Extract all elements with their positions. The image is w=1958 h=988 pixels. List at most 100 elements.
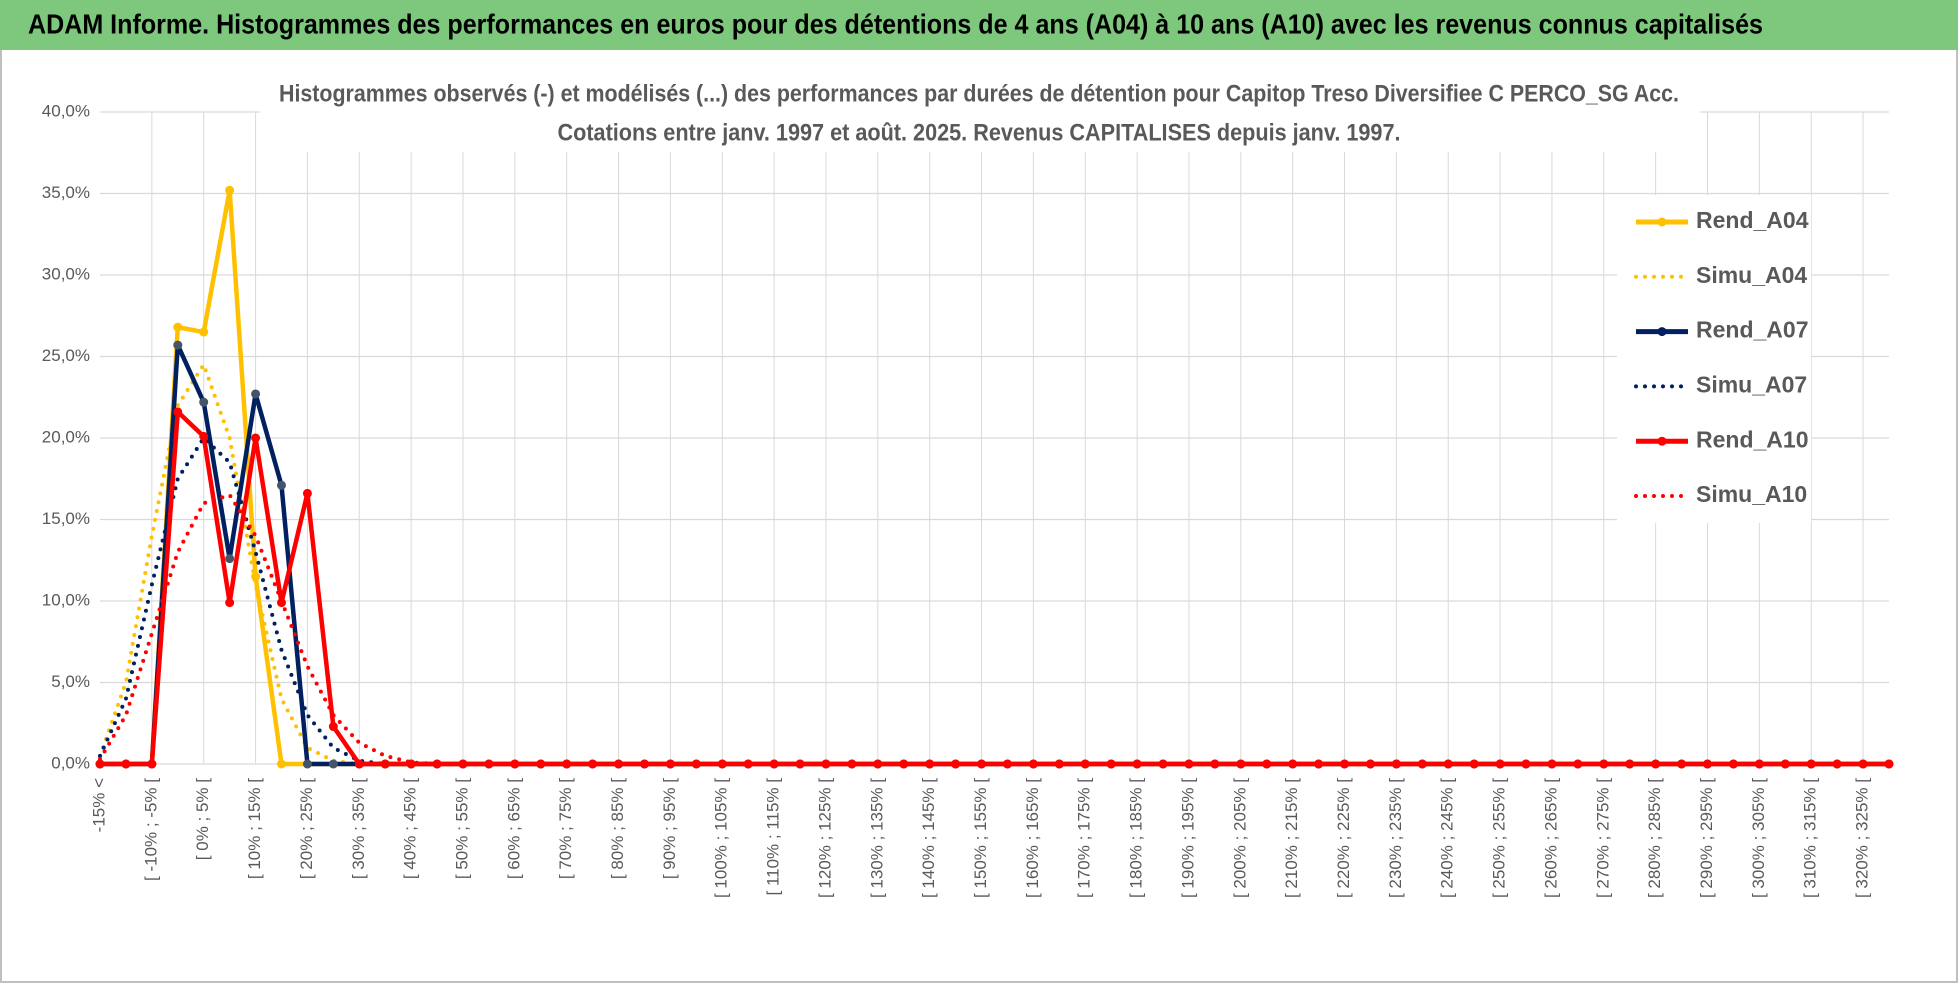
series-marker (769, 759, 779, 769)
series-marker (1651, 759, 1661, 769)
x-tick-label: [ 320% ; 325% [ (1853, 778, 1872, 898)
series-marker (199, 327, 209, 337)
series-marker (847, 759, 857, 769)
series-marker (1728, 759, 1738, 769)
series-marker (225, 185, 235, 195)
series-marker (1236, 759, 1246, 769)
x-tick-label: [ 220% ; 225% [ (1334, 778, 1353, 898)
series-marker (173, 340, 183, 350)
x-tick-label: [ 110% ; 115% [ (764, 778, 783, 896)
x-tick-label: [ 90% ; 95% [ (660, 778, 679, 879)
y-tick-label: 25,0% (42, 346, 90, 365)
legend: Rend_A04 Simu_A04 Rend_A07 Simu_A07 Rend_A10… (1617, 195, 1811, 523)
series-marker (432, 759, 442, 769)
y-tick-label: 40,0% (42, 101, 90, 120)
legend-marker (1657, 436, 1667, 446)
legend-marker (1657, 217, 1667, 227)
banner (0, 0, 1958, 50)
series-marker (1443, 759, 1453, 769)
series-marker (251, 389, 261, 399)
legend-label: Rend_A07 (1696, 317, 1808, 343)
series-marker (1262, 759, 1272, 769)
legend-label: Simu_A10 (1696, 481, 1807, 507)
y-tick-label: 15,0% (42, 509, 90, 528)
legend-label: Simu_A04 (1696, 262, 1807, 288)
series-marker (199, 431, 209, 441)
x-tick-label: [ 30% ; 35% [ (349, 778, 368, 879)
x-tick-label: [ 260% ; 265% [ (1541, 778, 1560, 898)
series-marker (1417, 759, 1427, 769)
y-tick-label: 0,0% (51, 753, 90, 772)
chart-subtitle: Cotations entre janv. 1997 et août. 2025… (558, 119, 1401, 146)
x-tick-label: [ 190% ; 195% [ (1178, 778, 1197, 898)
series-marker (1884, 759, 1894, 769)
x-tick-label: [ 210% ; 215% [ (1282, 778, 1301, 898)
x-tick-label: [ 280% ; 285% [ (1645, 778, 1664, 898)
title-bg (260, 78, 1700, 152)
series-marker (873, 759, 883, 769)
x-tick-label: [ 50% ; 55% [ (452, 778, 471, 879)
series-marker (354, 759, 364, 769)
x-tick-label: [ 150% ; 155% [ (971, 778, 990, 898)
series-line (98, 493, 1891, 766)
series-marker (276, 759, 286, 769)
series-marker (1002, 759, 1012, 769)
series-marker (276, 480, 286, 490)
legend-label: Simu_A07 (1696, 371, 1807, 397)
chart-title: Histogrammes observés (-) et modélisés (… (279, 80, 1679, 107)
y-tick-label: 5,0% (51, 672, 90, 691)
series-marker (147, 759, 157, 769)
series-marker (1288, 759, 1298, 769)
series-marker (795, 759, 805, 769)
x-tick-label: [ 290% ; 295% [ (1697, 778, 1716, 898)
banner-title: ADAM Informe. Histogrammes des performan… (28, 8, 1763, 39)
x-tick-label: [ 170% ; 175% [ (1075, 778, 1094, 898)
series-marker (1495, 759, 1505, 769)
series-marker (1054, 759, 1064, 769)
y-tick-label: 20,0% (42, 427, 90, 446)
series-marker (225, 554, 235, 564)
x-tick-label: [ 10% ; 15% [ (245, 778, 264, 879)
x-tick-label: [ 70% ; 75% [ (556, 778, 575, 879)
x-tick-label: [ 240% ; 245% [ (1438, 778, 1457, 898)
y-tick-label: 30,0% (42, 264, 90, 283)
series-marker (328, 722, 338, 732)
x-tick-label: [ 140% ; 145% [ (919, 778, 938, 898)
x-tick-label: [ 100% ; 105% [ (712, 778, 731, 898)
series-marker (1469, 759, 1479, 769)
series-marker (639, 759, 649, 769)
series-marker (588, 759, 598, 769)
x-tick-label: [ 200% ; 205% [ (1230, 778, 1249, 898)
series-marker (302, 759, 312, 769)
legend-bg (1617, 195, 1811, 523)
legend-label: Rend_A10 (1696, 426, 1808, 452)
x-tick-label: [ 20% ; 25% [ (297, 778, 316, 879)
x-tick-label: [ 160% ; 165% [ (1023, 778, 1042, 898)
x-tick-label: [ 40% ; 45% [ (401, 778, 420, 879)
series-marker (173, 407, 183, 417)
x-tick-label: [ 130% ; 135% [ (867, 778, 886, 898)
x-tick-label: [ 250% ; 255% [ (1490, 778, 1509, 898)
x-tick-label: [ 230% ; 235% [ (1386, 778, 1405, 898)
legend-marker (1657, 327, 1667, 337)
series-marker (328, 759, 338, 769)
x-tick-label: [ 60% ; 65% [ (504, 778, 523, 879)
x-tick-label: [ 0% ; 5% [ (193, 778, 212, 860)
series-marker (1703, 759, 1713, 769)
series-marker (1521, 759, 1531, 769)
series-marker (1210, 759, 1220, 769)
series-marker (1677, 759, 1687, 769)
series-marker (1625, 759, 1635, 769)
x-tick-label: -15% < (89, 778, 108, 832)
x-tick-label: [ 300% ; 305% [ (1749, 778, 1768, 898)
x-tick-label: [ 270% ; 275% [ (1593, 778, 1612, 898)
series-marker (121, 759, 131, 769)
series-marker (1028, 759, 1038, 769)
series-marker (380, 759, 390, 769)
series-marker (562, 759, 572, 769)
legend-label: Rend_A04 (1696, 207, 1809, 233)
series-marker (1080, 759, 1090, 769)
series-marker (1858, 759, 1868, 769)
x-tick-label: [ 80% ; 85% [ (608, 778, 627, 879)
x-tick-label: [ -10% ; -5% [ (141, 778, 160, 881)
